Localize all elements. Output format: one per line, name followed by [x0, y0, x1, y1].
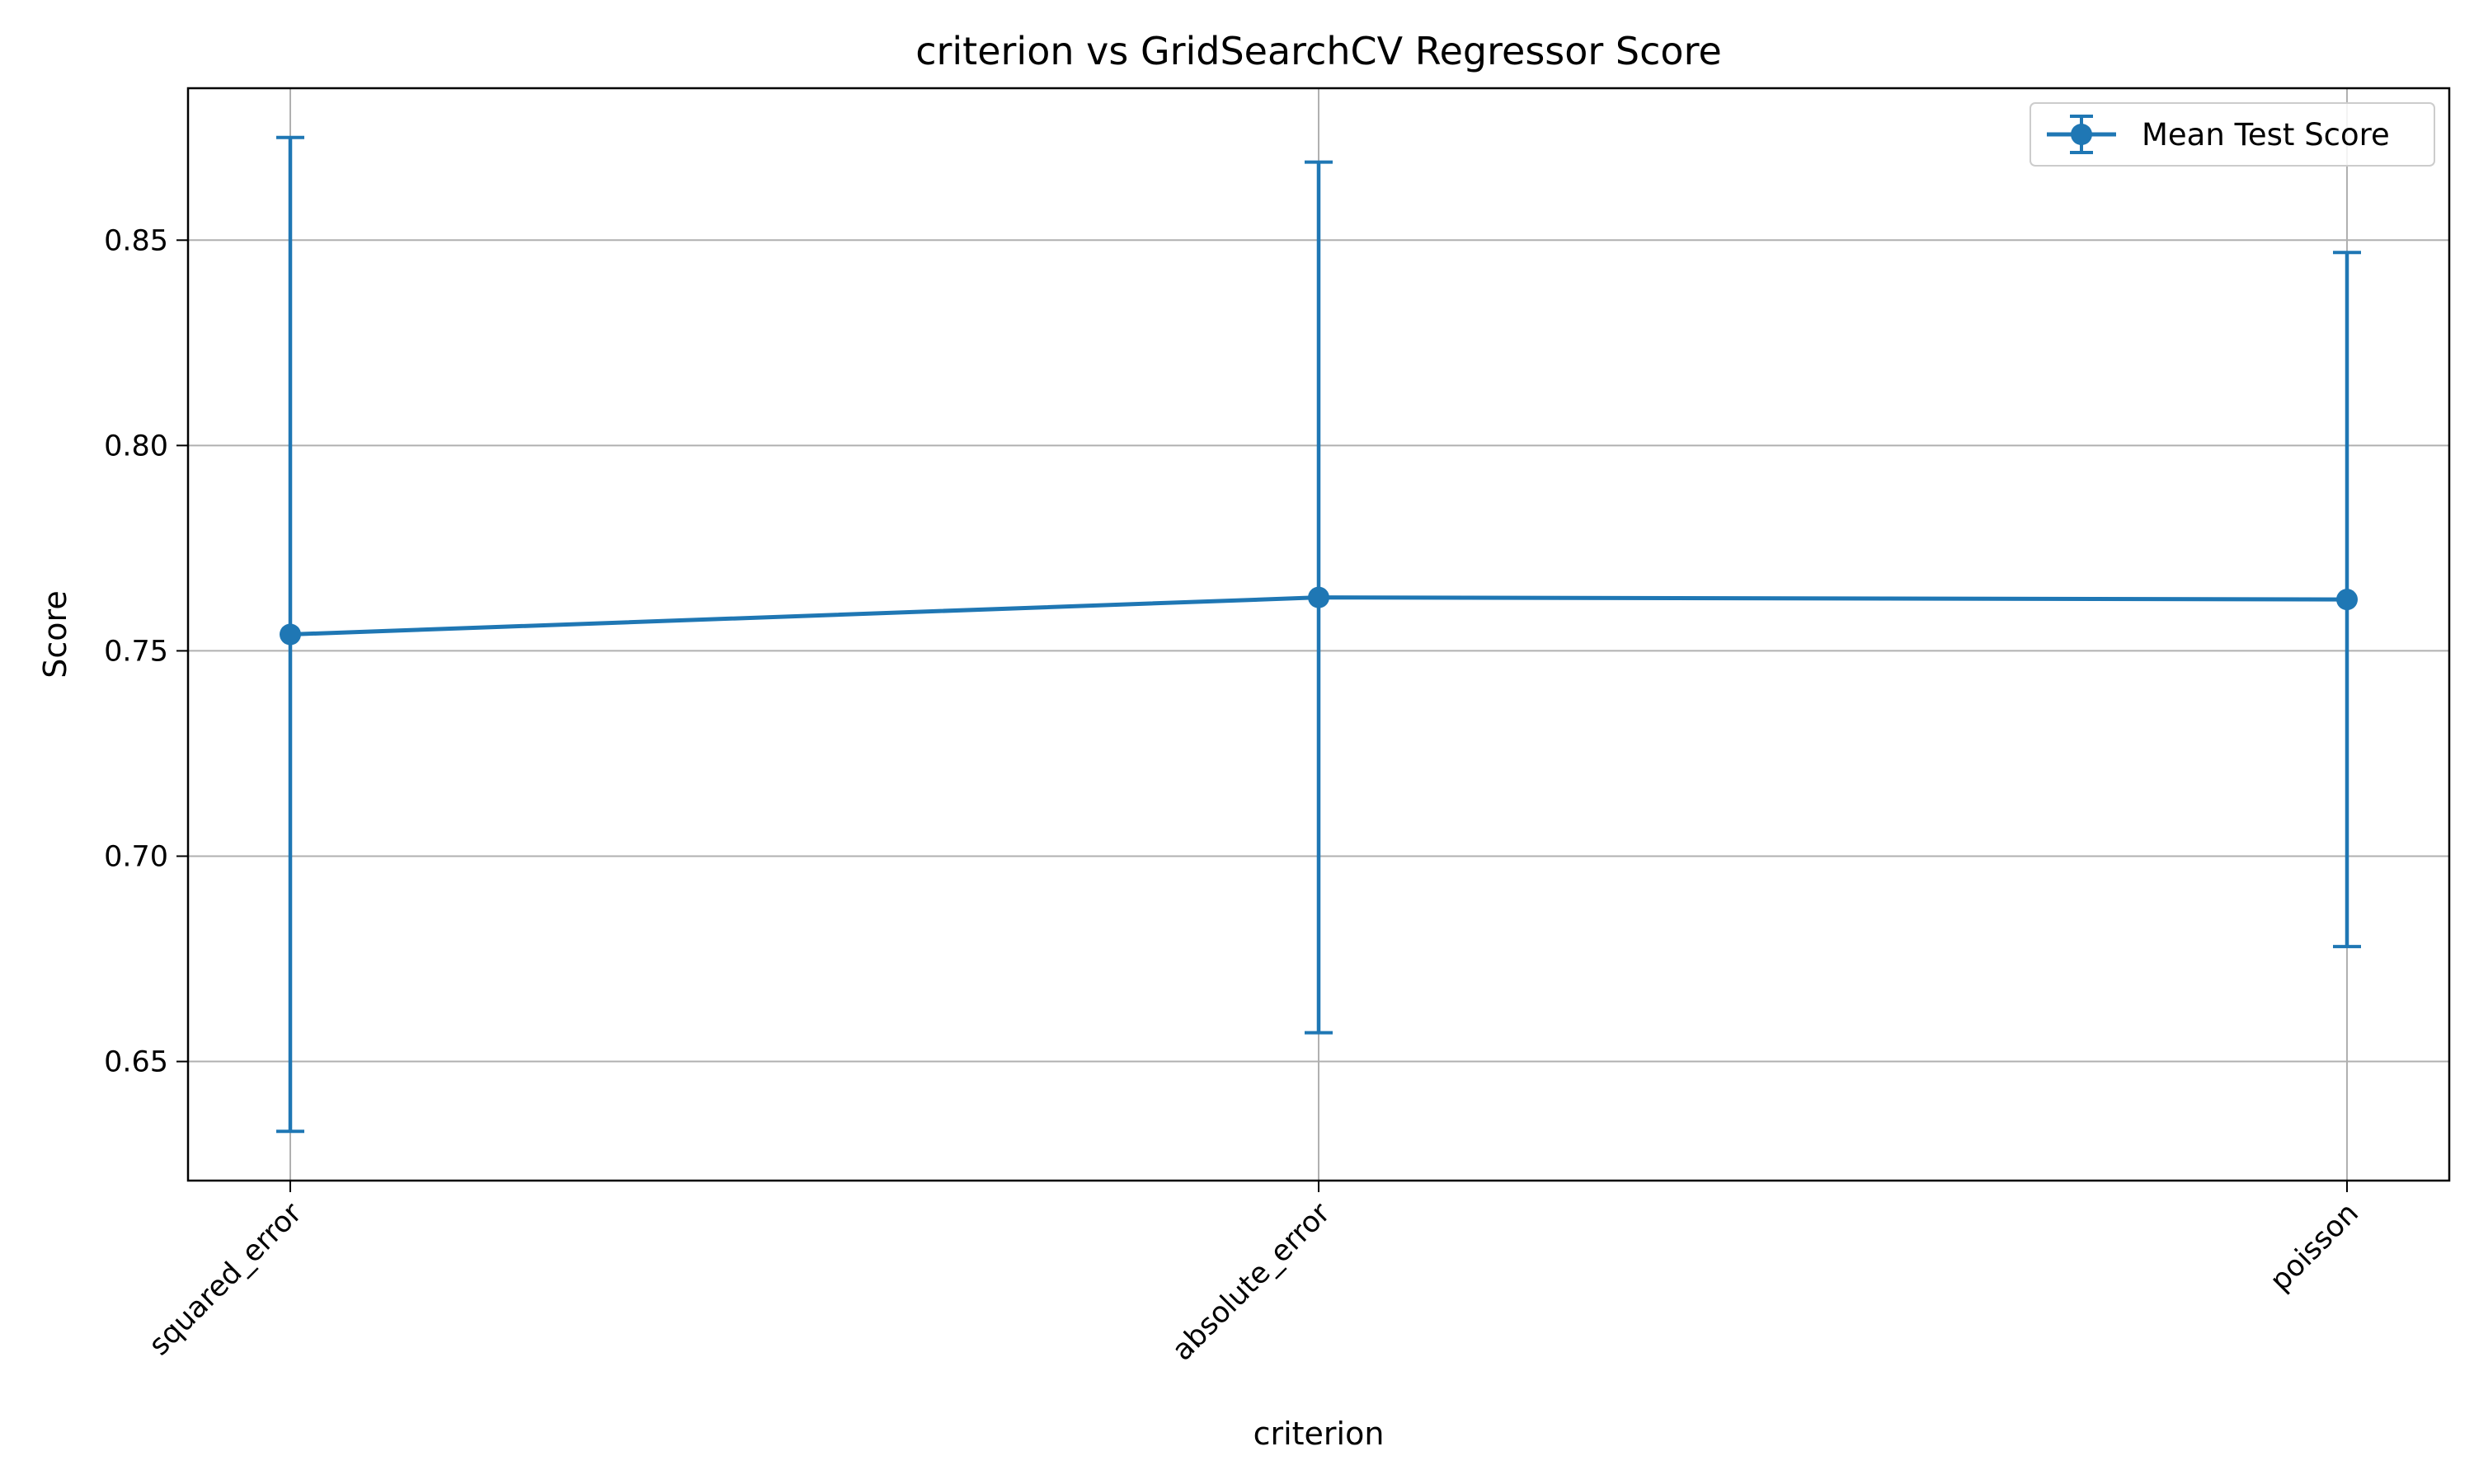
- data-point: [2336, 589, 2358, 611]
- legend-marker: [2047, 115, 2116, 154]
- chart-title: criterion vs GridSearchCV Regressor Scor…: [915, 29, 1722, 73]
- y-axis-label: Score: [37, 590, 73, 678]
- legend-point: [2071, 124, 2092, 145]
- y-tick-label: 0.75: [104, 635, 168, 668]
- y-tick-label: 0.85: [104, 224, 168, 257]
- legend-label: Mean Test Score: [2142, 117, 2390, 153]
- legend: Mean Test Score: [2030, 102, 2435, 167]
- data-point: [1308, 586, 1329, 608]
- y-tick-label: 0.65: [104, 1046, 168, 1079]
- data-point: [280, 623, 301, 646]
- y-tick-label: 0.70: [104, 840, 168, 873]
- x-axis-label: criterion: [1253, 1416, 1385, 1452]
- legend-box: [2030, 102, 2435, 167]
- plot-series: [276, 135, 2361, 1134]
- y-tick-label: 0.80: [104, 430, 168, 463]
